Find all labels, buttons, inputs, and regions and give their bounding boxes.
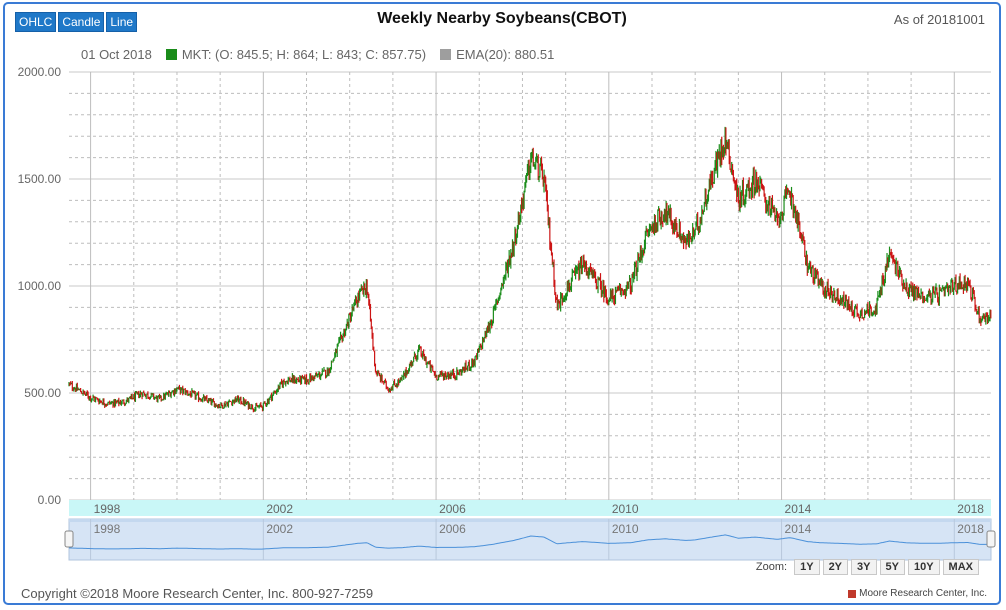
y-tick-label: 2000.00 bbox=[18, 65, 62, 79]
navigator-series-line bbox=[68, 534, 991, 550]
line-button[interactable]: Line bbox=[106, 12, 138, 32]
price-chart: 0.00 500.00 1000.00 1500.00 2000.00 1998 2002 2… bbox=[18, 65, 996, 561]
chart-window: 0.00 500.00 1000.00 1500.00 2000.00 1998 2002 2… bbox=[3, 2, 1001, 605]
x-tick-label: 2018 bbox=[957, 502, 984, 516]
chart-title: Weekly Nearby Soybeans(CBOT) bbox=[377, 10, 627, 27]
y-tick-label: 500.00 bbox=[24, 386, 61, 400]
navigator-left-handle[interactable] bbox=[64, 530, 74, 548]
navigator-tick-label: 2006 bbox=[439, 522, 466, 536]
legend-date: 01 Oct 2018 bbox=[81, 47, 152, 62]
mkt-swatch bbox=[165, 49, 177, 60]
x-tick-label: 1998 bbox=[94, 502, 121, 516]
navigator-tick-label: 1998 bbox=[94, 522, 121, 536]
zoom-max-button[interactable]: MAX bbox=[942, 559, 979, 575]
zoom-3y-button[interactable]: 3Y bbox=[851, 559, 877, 575]
navigator-scrollbar bbox=[69, 519, 991, 522]
legend-mkt[interactable]: MKT: (O: 845.5; H: 864; L: 843; C: 857.7… bbox=[181, 47, 427, 62]
ema-swatch bbox=[440, 49, 452, 60]
navigator-tick-label: 2014 bbox=[785, 522, 812, 536]
legend-ema[interactable]: EMA(20): 880.51 bbox=[456, 47, 555, 62]
zoom-5y-button[interactable]: 5Y bbox=[879, 559, 905, 575]
y-tick-label: 1000.00 bbox=[18, 279, 62, 293]
y-tick-label: 1500.00 bbox=[18, 172, 62, 186]
x-tick-label: 2006 bbox=[439, 502, 466, 516]
y-tick-label: 0.00 bbox=[38, 493, 62, 507]
copyright-text: Copyright ©2018 Moore Research Center, I… bbox=[21, 586, 374, 601]
navigator-tick-label: 2018 bbox=[957, 522, 984, 536]
brand-logo-icon bbox=[848, 589, 857, 598]
navigator-tick-label: 2010 bbox=[612, 522, 639, 536]
zoom-2y-button[interactable]: 2Y bbox=[822, 559, 849, 575]
zoom-1y-button[interactable]: 1Y bbox=[794, 559, 820, 575]
chart-type-toolbar: OHLC Candle Line bbox=[15, 12, 138, 32]
x-tick-label: 2014 bbox=[785, 502, 812, 516]
navigator-panel bbox=[68, 518, 992, 561]
as-of-date: As of 20181001 bbox=[893, 12, 985, 27]
ohlc-button[interactable]: OHLC bbox=[15, 12, 57, 32]
zoom-10y-button[interactable]: 10Y bbox=[907, 559, 940, 575]
zoom-bar: Zoom: 1Y 2Y 3Y 5Y 10Y MAX bbox=[756, 559, 979, 575]
candle-button[interactable]: Candle bbox=[58, 12, 105, 32]
chart-legend: 01 Oct 2018 MKT: (O: 845.5; H: 864; L: 8… bbox=[81, 47, 554, 62]
brand-name: Moore Research Center, Inc. bbox=[859, 588, 987, 599]
x-tick-label: 2002 bbox=[266, 502, 293, 516]
brand-credit: Moore Research Center, Inc. bbox=[848, 588, 987, 599]
x-axis-band bbox=[69, 500, 991, 516]
zoom-label: Zoom: bbox=[755, 561, 788, 573]
navigator-right-handle[interactable] bbox=[986, 530, 996, 548]
navigator-tick-label: 2002 bbox=[266, 522, 293, 536]
x-tick-label: 2010 bbox=[612, 502, 639, 516]
